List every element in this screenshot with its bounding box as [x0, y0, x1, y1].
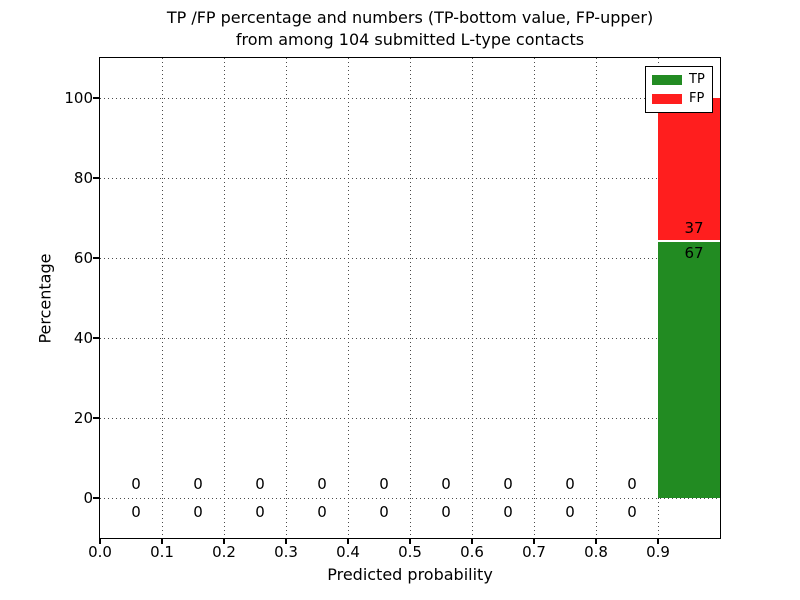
- tp-swatch-icon: [652, 75, 682, 86]
- ytick-40: [93, 337, 99, 339]
- xtick-label: 0.3: [274, 543, 298, 561]
- xtick-06: [471, 539, 473, 544]
- gridline-v-02: [224, 58, 225, 538]
- fp-swatch-icon: [652, 93, 682, 104]
- y-axis-label: Percentage: [35, 253, 55, 344]
- xtick-label: 0.4: [336, 543, 360, 561]
- ytick-20: [93, 417, 99, 419]
- chart-title-line2: from among 104 submitted L-type contacts: [235, 30, 585, 49]
- xtick-label: 0.7: [522, 543, 546, 561]
- fp-count-label: 0: [565, 475, 575, 493]
- fp-count-label: 0: [193, 475, 203, 493]
- legend-item-fp: FP: [652, 90, 706, 106]
- xtick-05: [409, 539, 411, 544]
- ytick-80: [93, 177, 99, 179]
- fp-count-label: 0: [441, 475, 451, 493]
- bar-tp-segment: [658, 240, 720, 498]
- xtick-01: [161, 539, 163, 544]
- ytick-label: 100: [64, 89, 93, 107]
- legend-label-tp: TP: [689, 72, 705, 88]
- tp-count-label: 0: [317, 503, 327, 521]
- tp-count-label: 0: [503, 503, 513, 521]
- fp-count-label: 0: [503, 475, 513, 493]
- gridline-v-04: [348, 58, 349, 538]
- tp-count-label: 0: [193, 503, 203, 521]
- xtick-label: 0.1: [150, 543, 174, 561]
- fp-count-label: 37: [684, 219, 704, 237]
- plot-area: [99, 57, 721, 539]
- ytick-100: [93, 97, 99, 99]
- xtick-08: [595, 539, 597, 544]
- tp-count-label: 0: [379, 503, 389, 521]
- ytick-60: [93, 257, 99, 259]
- gridline-v-01: [162, 58, 163, 538]
- legend: TP FP: [645, 66, 713, 113]
- xtick-03: [285, 539, 287, 544]
- gridline-v-08: [596, 58, 597, 538]
- fp-count-label: 0: [627, 475, 637, 493]
- xtick-02: [223, 539, 225, 544]
- tp-count-label: 0: [131, 503, 141, 521]
- gridline-v-06: [472, 58, 473, 538]
- chart-title-line1: TP /FP percentage and numbers (TP-bottom…: [166, 8, 654, 27]
- xtick-09: [657, 539, 659, 544]
- ytick-label: 0: [83, 489, 93, 507]
- gridline-v-05: [410, 58, 411, 538]
- ytick-label: 60: [73, 249, 93, 267]
- ytick-label: 80: [73, 169, 93, 187]
- xtick-00: [99, 539, 101, 544]
- x-axis-label: Predicted probability: [327, 565, 493, 584]
- ytick-label: 40: [73, 329, 93, 347]
- xtick-label: 0.9: [646, 543, 670, 561]
- xtick-label: 0.8: [584, 543, 608, 561]
- ytick-label: 20: [73, 409, 93, 427]
- tp-count-label: 0: [627, 503, 637, 521]
- xtick-label: 0.6: [460, 543, 484, 561]
- chart-title: TP /FP percentage and numbers (TP-bottom…: [167, 7, 653, 51]
- gridline-v-03: [286, 58, 287, 538]
- bar-fp-segment: [658, 98, 720, 240]
- xtick-04: [347, 539, 349, 544]
- legend-label-fp: FP: [689, 90, 705, 106]
- xtick-label: 0.2: [212, 543, 236, 561]
- fp-count-label: 0: [131, 475, 141, 493]
- xtick-07: [533, 539, 535, 544]
- xtick-label: 0.0: [88, 543, 112, 561]
- fp-count-label: 0: [317, 475, 327, 493]
- ytick-0: [93, 497, 99, 499]
- fp-count-label: 0: [255, 475, 265, 493]
- tp-count-label: 0: [565, 503, 575, 521]
- fp-count-label: 0: [379, 475, 389, 493]
- gridline-v-07: [534, 58, 535, 538]
- xtick-label: 0.5: [398, 543, 422, 561]
- tp-count-label: 0: [441, 503, 451, 521]
- tp-count-label: 67: [684, 244, 704, 262]
- tp-count-label: 0: [255, 503, 265, 521]
- legend-item-tp: TP: [652, 73, 706, 87]
